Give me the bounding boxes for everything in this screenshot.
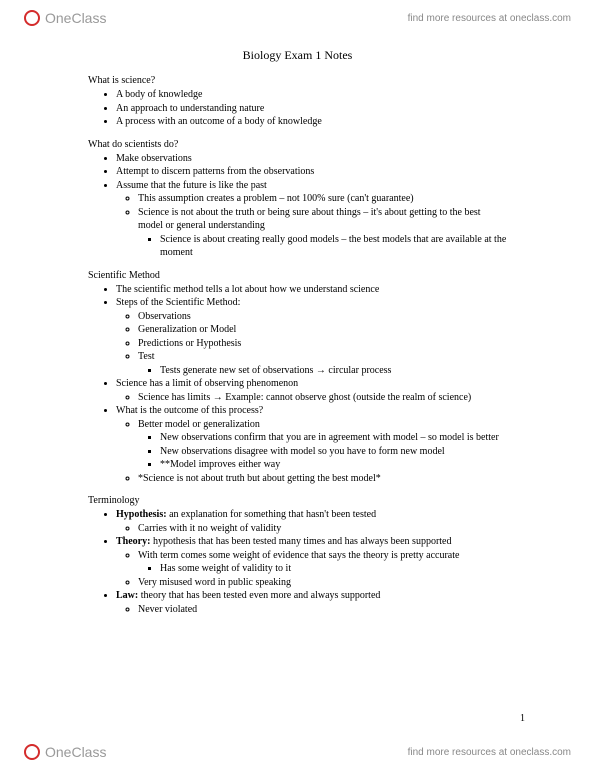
- list-item: Predictions or Hypothesis: [138, 337, 507, 351]
- section-heading: Scientific Method: [88, 270, 507, 281]
- page-title: Biology Exam 1 Notes: [88, 48, 507, 63]
- list-item: This assumption creates a problem – not …: [138, 192, 507, 206]
- list-level-2: With term comes some weight of evidence …: [138, 549, 507, 590]
- list-item: What is the outcome of this process?Bett…: [116, 404, 507, 485]
- list-item: Tests generate new set of observations →…: [160, 364, 507, 378]
- list-level-1: The scientific method tells a lot about …: [116, 283, 507, 486]
- list-level-1: A body of knowledgeAn approach to unders…: [116, 88, 507, 129]
- sections-container: What is science? A body of knowledgeAn ap…: [88, 75, 507, 616]
- logo-icon: [24, 10, 40, 26]
- list-item: A body of knowledge: [116, 88, 507, 102]
- brand-name: OneClass: [45, 10, 106, 26]
- list-item: Assume that the future is like the pastT…: [116, 179, 507, 260]
- list-item: Science has a limit of observing phenome…: [116, 377, 507, 404]
- list-item: Generalization or Model: [138, 323, 507, 337]
- footer-tagline: find more resources at oneclass.com: [408, 747, 571, 758]
- list-item: Science is not about the truth or being …: [138, 206, 507, 260]
- list-item: New observations confirm that you are in…: [160, 431, 507, 445]
- list-item: New observations disagree with model so …: [160, 445, 507, 459]
- list-item: Steps of the Scientific Method:Observati…: [116, 296, 507, 377]
- list-level-2: Better model or generalizationNew observ…: [138, 418, 507, 486]
- list-item: Science is about creating really good mo…: [160, 233, 507, 260]
- list-level-3: Tests generate new set of observations →…: [160, 364, 507, 378]
- section-heading: What is science?: [88, 75, 507, 86]
- list-item: *Science is not about truth but about ge…: [138, 472, 507, 486]
- section-heading: What do scientists do?: [88, 139, 507, 150]
- list-level-3: New observations confirm that you are in…: [160, 431, 507, 472]
- list-item: Never violated: [138, 603, 507, 617]
- brand-logo-footer: OneClass: [24, 744, 106, 760]
- list-level-3: Science is about creating really good mo…: [160, 233, 507, 260]
- list-item: Has some weight of validity to it: [160, 562, 507, 576]
- list-item: Very misused word in public speaking: [138, 576, 507, 590]
- list-item: Hypothesis: an explanation for something…: [116, 508, 507, 535]
- list-item: Better model or generalizationNew observ…: [138, 418, 507, 472]
- list-item: Make observations: [116, 152, 507, 166]
- list-level-1: Hypothesis: an explanation for something…: [116, 508, 507, 616]
- list-item: Carries with it no weight of validity: [138, 522, 507, 536]
- footer-bar: OneClass find more resources at oneclass…: [0, 734, 595, 770]
- list-level-2: Carries with it no weight of validity: [138, 522, 507, 536]
- list-item: Law: theory that has been tested even mo…: [116, 589, 507, 616]
- list-item: TestTests generate new set of observatio…: [138, 350, 507, 377]
- header-tagline: find more resources at oneclass.com: [408, 13, 571, 24]
- list-item: An approach to understanding nature: [116, 102, 507, 116]
- page-number: 1: [520, 713, 525, 724]
- logo-icon: [24, 744, 40, 760]
- list-level-2: This assumption creates a problem – not …: [138, 192, 507, 260]
- list-level-2: Never violated: [138, 603, 507, 617]
- list-item: Observations: [138, 310, 507, 324]
- list-level-2: Science has limits → Example: cannot obs…: [138, 391, 507, 405]
- list-item: Theory: hypothesis that has been tested …: [116, 535, 507, 589]
- list-item: Attempt to discern patterns from the obs…: [116, 165, 507, 179]
- list-level-3: Has some weight of validity to it: [160, 562, 507, 576]
- section-heading: Terminology: [88, 495, 507, 506]
- brand-logo: OneClass: [24, 10, 106, 26]
- header-bar: OneClass find more resources at oneclass…: [0, 0, 595, 36]
- document-content: Biology Exam 1 Notes What is science? A b…: [0, 36, 595, 616]
- list-item: **Model improves either way: [160, 458, 507, 472]
- list-item: Science has limits → Example: cannot obs…: [138, 391, 507, 405]
- brand-name-footer: OneClass: [45, 744, 106, 760]
- list-item: With term comes some weight of evidence …: [138, 549, 507, 576]
- list-item: The scientific method tells a lot about …: [116, 283, 507, 297]
- list-level-2: ObservationsGeneralization or ModelPredi…: [138, 310, 507, 378]
- list-level-1: Make observationsAttempt to discern patt…: [116, 152, 507, 260]
- list-item: A process with an outcome of a body of k…: [116, 115, 507, 129]
